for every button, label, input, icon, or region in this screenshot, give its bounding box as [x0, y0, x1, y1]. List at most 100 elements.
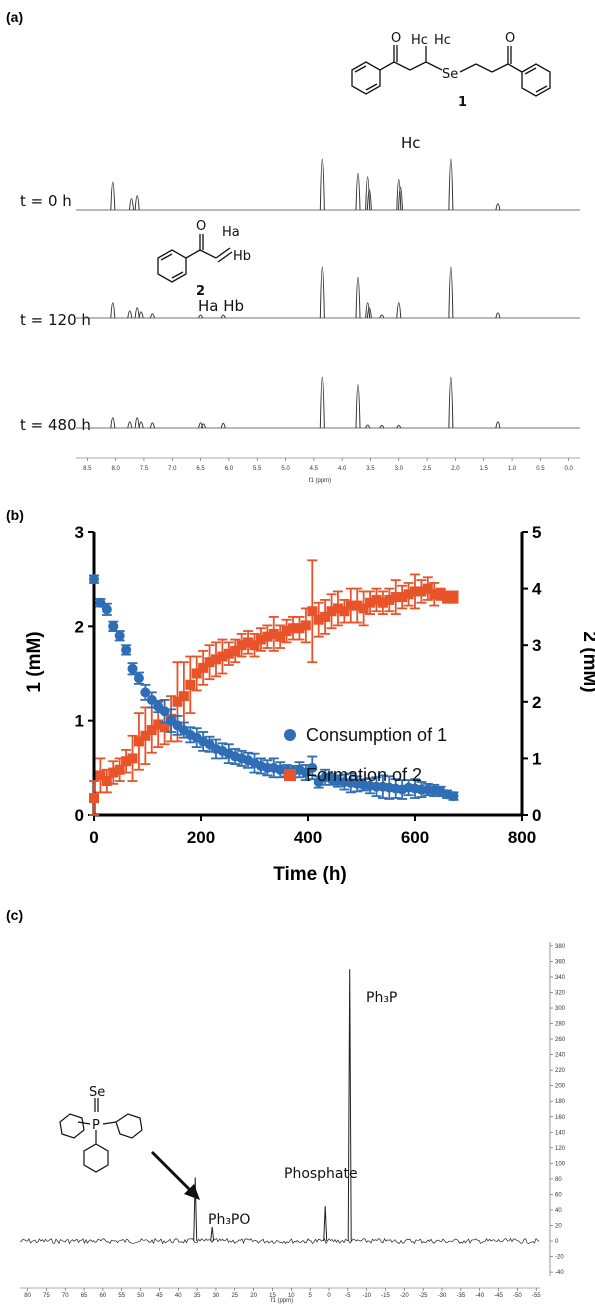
ph3p-label: Ph₃P — [366, 990, 397, 1006]
y-tick-label: 60 — [555, 1192, 562, 1198]
data-point-formation — [268, 628, 279, 639]
molecule-1-structure — [351, 45, 551, 97]
data-point-formation — [416, 586, 427, 597]
y-tick-label: 120 — [555, 1146, 566, 1152]
nmr-peak — [355, 384, 361, 429]
x-tick-label: 60 — [100, 1293, 107, 1299]
data-point-formation — [294, 623, 305, 634]
x-tick-label: -5 — [345, 1293, 351, 1299]
x-tick-label: -45 — [494, 1293, 503, 1299]
molecule-1-selenium: Se — [442, 67, 458, 82]
panel-a-x-axis-title: f1 (ppm) — [309, 478, 331, 484]
y-tick-label: 200 — [555, 1084, 566, 1090]
x-tick-label: 30 — [213, 1293, 220, 1299]
panel-b-x-title: Time (h) — [273, 864, 347, 885]
nmr-peak — [365, 176, 371, 211]
x-tick-label: -10 — [362, 1293, 371, 1299]
legend-marker-formation — [284, 769, 296, 781]
data-point-formation — [210, 654, 221, 665]
nmr-peak — [379, 424, 385, 429]
nmr-peak — [128, 198, 134, 211]
y-tick-label: 360 — [555, 959, 566, 965]
spectrum-label-t120: t = 120 h — [20, 311, 91, 329]
y-tick-label: 380 — [555, 944, 566, 950]
x-tick-label: 8.5 — [83, 466, 92, 472]
nmr-peak — [396, 424, 402, 429]
data-point-formation — [422, 583, 433, 594]
molecule-2-hb: Hb — [233, 249, 251, 264]
x-tick-label: 800 — [508, 828, 536, 847]
molecule-2-oxygen: O — [196, 219, 206, 234]
data-point-formation — [172, 696, 183, 707]
data-point-consumption — [127, 663, 138, 674]
data-point-formation — [255, 634, 266, 645]
data-point-formation — [358, 603, 369, 614]
x-tick-label: 4.0 — [338, 466, 347, 472]
x-tick-label: -55 — [532, 1293, 541, 1299]
x-tick-label: 5.5 — [253, 466, 262, 472]
x-tick-label: 5.0 — [281, 466, 290, 472]
panel-b-left-y-title: 1 (mM) — [24, 631, 45, 692]
nmr-peak — [448, 266, 454, 319]
right-y-tick-label: 4 — [532, 580, 542, 599]
x-tick-label: 55 — [118, 1293, 125, 1299]
y-tick-label: 80 — [555, 1177, 562, 1183]
data-point-formation — [339, 606, 350, 617]
data-point-consumption — [108, 621, 119, 632]
legend-label-consumption: Consumption of 1 — [306, 725, 447, 745]
p31-peak — [347, 969, 352, 1242]
x-tick-label: 0.0 — [565, 466, 574, 472]
data-point-formation — [371, 594, 382, 605]
nmr-peak — [110, 417, 116, 429]
data-point-formation — [127, 753, 138, 764]
nmr-peak — [149, 313, 155, 319]
data-point-consumption — [89, 574, 99, 585]
p31-peak — [210, 1227, 215, 1242]
y-tick-label: 340 — [555, 975, 566, 981]
y-tick-label: 100 — [555, 1161, 566, 1167]
panel-b-plot: 0 200 400 600 800 0 1 2 3 0 1 2 3 4 5 — [75, 523, 542, 847]
data-point-formation — [108, 767, 119, 778]
data-point-formation — [140, 730, 151, 741]
x-tick-label: 80 — [24, 1293, 31, 1299]
data-point-formation — [281, 626, 292, 637]
nmr-peak — [495, 421, 501, 429]
data-point-formation — [191, 668, 202, 679]
x-tick-label: 0 — [327, 1293, 331, 1299]
data-point-formation — [390, 592, 401, 603]
x-tick-label: 65 — [81, 1293, 88, 1299]
nmr-peak — [355, 277, 361, 319]
x-tick-label: 1.5 — [480, 466, 489, 472]
nmr-peak — [319, 376, 325, 429]
data-point-consumption — [121, 644, 132, 655]
molecule-2-ha: Ha — [222, 225, 240, 240]
molecule-1-hc-left: Hc — [411, 33, 428, 48]
data-point-consumption — [448, 791, 459, 802]
y-tick-label: 280 — [555, 1022, 566, 1028]
x-tick-label: -35 — [457, 1293, 466, 1299]
x-tick-label: 70 — [62, 1293, 69, 1299]
data-point-formation — [442, 592, 453, 603]
data-point-formation — [249, 640, 260, 651]
data-point-formation — [377, 597, 388, 608]
nmr-peak — [319, 266, 325, 319]
x-tick-label: 6.5 — [196, 466, 205, 472]
data-point-formation — [236, 640, 247, 651]
x-tick-label: -20 — [400, 1293, 409, 1299]
panel-a-label: (a) — [6, 9, 23, 25]
right-y-tick-label: 5 — [532, 523, 541, 542]
data-point-consumption — [133, 673, 144, 684]
nmr-peak — [448, 376, 454, 429]
right-y-tick-label: 3 — [532, 636, 541, 655]
y-tick-label: 220 — [555, 1068, 566, 1074]
y-tick-label: 160 — [555, 1115, 566, 1121]
data-point-formation — [352, 600, 363, 611]
x-tick-label: 3.5 — [366, 466, 375, 472]
nmr-peak — [396, 178, 402, 211]
data-point-formation — [384, 594, 395, 605]
nmr-peak — [138, 311, 144, 319]
x-tick-label: 40 — [175, 1293, 182, 1299]
panel-c-x-axis-title: f1 (ppm) — [271, 1298, 293, 1304]
data-point-formation — [275, 631, 286, 642]
x-tick-label: 400 — [294, 828, 322, 847]
